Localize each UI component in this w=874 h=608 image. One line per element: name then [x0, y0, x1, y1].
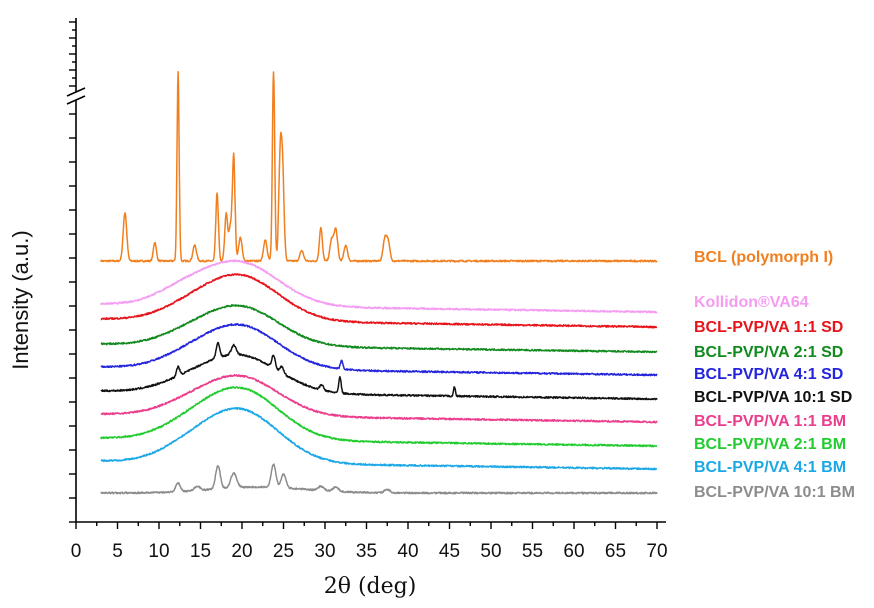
series-line — [100, 374, 658, 424]
x-tick-label: 10 — [148, 541, 169, 562]
legend-entry: Kollidon®VA64 — [694, 294, 809, 311]
legend-entry: BCL-PVP/VA 1:1 BM — [694, 413, 846, 430]
x-tick-label: 60 — [563, 541, 584, 562]
series-line — [100, 304, 658, 354]
x-tick-label: 65 — [605, 541, 626, 562]
series-line — [100, 259, 658, 314]
x-tick-label: 0 — [71, 541, 82, 562]
x-tick-label: 15 — [190, 541, 211, 562]
x-tick-label: 25 — [273, 541, 294, 562]
legend-entry: BCL-PVP/VA 10:1 BM — [694, 484, 855, 501]
legend-entry: BCL-PVP/VA 2:1 SD — [694, 344, 843, 361]
x-tick-label: 50 — [480, 541, 501, 562]
series-line — [100, 323, 658, 377]
legend-entry: BCL-PVP/VA 10:1 SD — [694, 389, 852, 406]
y-axis-title: Intensity (a.u.) — [8, 230, 33, 369]
series-line — [100, 463, 658, 495]
legend-entry: BCL (polymorph I) — [694, 249, 833, 266]
legend-entry: BCL-PVP/VA 1:1 SD — [694, 319, 843, 336]
legend: BCL (polymorph I) Kollidon®VA64 BCL-PVP/VA… — [694, 249, 855, 501]
axes: 0 5 10 15 20 25 30 35 40 45 50 55 60 65 70 — [66, 18, 668, 562]
legend-entry: BCL-PVP/VA 2:1 BM — [694, 436, 846, 453]
series-line — [100, 341, 658, 401]
x-tick-label: 45 — [439, 541, 460, 562]
x-tick-label: 55 — [522, 541, 543, 562]
axis-break-mark — [66, 95, 86, 105]
axis-break-mark — [66, 87, 86, 97]
series-group — [100, 70, 658, 495]
x-axis-title: 2θ (deg) — [324, 574, 417, 599]
x-tick-label: 30 — [314, 541, 335, 562]
series-line — [100, 273, 658, 329]
legend-entry: BCL-PVP/VA 4:1 SD — [694, 366, 843, 383]
legend-entry: BCL-PVP/VA 4:1 BM — [694, 459, 846, 476]
x-tick-label: 70 — [646, 541, 667, 562]
x-tick-label: 40 — [397, 541, 418, 562]
series-line — [100, 406, 658, 471]
x-tick-label: 5 — [112, 541, 123, 562]
series-line — [100, 386, 658, 448]
x-tick-label: 20 — [231, 541, 252, 562]
x-tick-label: 35 — [356, 541, 377, 562]
series-line — [100, 70, 658, 263]
